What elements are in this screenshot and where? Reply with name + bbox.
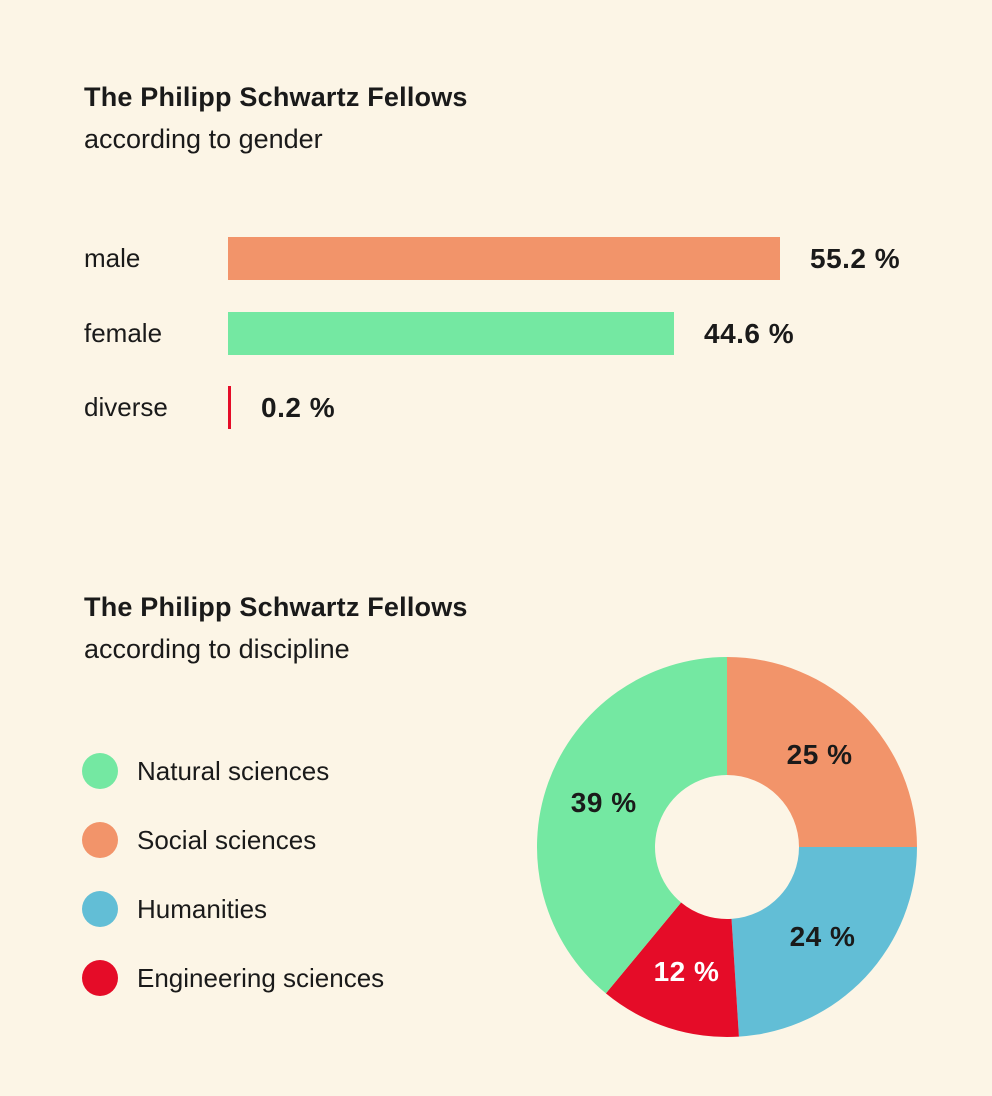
- discipline-chart-title: The Philipp Schwartz Fellows: [84, 592, 468, 622]
- donut-slice-humanities: [731, 847, 917, 1037]
- donut-label-humanities: 24 %: [790, 921, 856, 952]
- bar-row-male: male 55.2 %: [84, 237, 900, 280]
- discipline-legend: Natural sciences Social sciences Humanit…: [82, 753, 384, 996]
- legend-swatch-engineering-sciences-icon: [82, 960, 118, 996]
- legend-swatch-humanities-icon: [82, 891, 118, 927]
- bar-label-male: male: [84, 243, 141, 273]
- legend-label-natural-sciences: Natural sciences: [137, 755, 330, 786]
- legend-label-social-sciences: Social sciences: [137, 824, 317, 855]
- gender-chart-subtitle: according to gender: [84, 124, 323, 154]
- bar-female: [228, 312, 674, 355]
- gender-chart-title: The Philipp Schwartz Fellows: [84, 82, 468, 112]
- bar-row-diverse: diverse 0.2 %: [84, 386, 335, 429]
- bar-label-diverse: diverse: [84, 392, 168, 422]
- bar-label-female: female: [84, 318, 163, 348]
- bar-value-diverse: 0.2 %: [261, 391, 336, 423]
- legend-item-engineering-sciences: Engineering sciences: [82, 960, 384, 996]
- discipline-chart-header: The Philipp Schwartz Fellows according t…: [84, 586, 468, 670]
- donut-label-social-sciences: 25 %: [787, 739, 853, 770]
- donut-label-natural-sciences: 39 %: [571, 787, 637, 818]
- legend-label-humanities: Humanities: [137, 893, 268, 924]
- legend-swatch-social-sciences-icon: [82, 822, 118, 858]
- bar-diverse: [228, 386, 231, 429]
- bar-value-male: 55.2 %: [810, 242, 901, 274]
- discipline-donut-chart: 25 % 24 % 12 % 39 %: [536, 657, 917, 1038]
- bar-row-female: female 44.6 %: [84, 312, 794, 355]
- legend-item-natural-sciences: Natural sciences: [82, 753, 384, 789]
- donut-label-engineering-sciences: 12 %: [654, 956, 720, 987]
- donut-slice-social-sciences: [727, 657, 917, 847]
- donut-slice-natural-sciences: [536, 657, 727, 994]
- discipline-chart-subtitle: according to discipline: [84, 634, 350, 664]
- donut-slice-engineering-sciences: [605, 902, 739, 1038]
- legend-item-social-sciences: Social sciences: [82, 822, 384, 858]
- bar-value-female: 44.6 %: [704, 317, 795, 349]
- legend-item-humanities: Humanities: [82, 891, 384, 927]
- bar-male: [228, 237, 780, 280]
- gender-chart-header: The Philipp Schwartz Fellows according t…: [84, 76, 468, 160]
- legend-swatch-natural-sciences-icon: [82, 753, 118, 789]
- legend-label-engineering-sciences: Engineering sciences: [137, 962, 385, 993]
